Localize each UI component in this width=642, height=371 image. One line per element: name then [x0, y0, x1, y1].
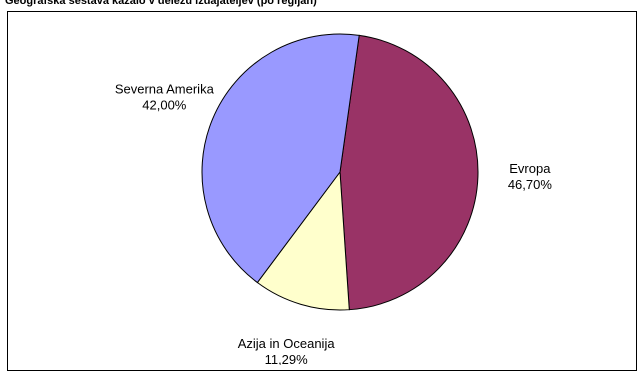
- slice-label-name: Severna Amerika: [115, 82, 215, 97]
- pie-slices: [201, 33, 479, 311]
- chart-title: Geografska sestava kazalo v deležu izdaj…: [5, 0, 317, 7]
- slice-label-value: 11,29%: [265, 352, 309, 365]
- slice-label-value: 42,00%: [142, 98, 187, 113]
- pie-slice-evropa: [339, 34, 479, 311]
- slice-label-value: 46,70%: [508, 177, 553, 192]
- pie-slice-severna-amerika: [201, 33, 360, 284]
- slice-label-name: Evropa: [509, 161, 551, 176]
- pie-slice-azija-in-oceanija: [256, 170, 350, 311]
- slice-label-name: Azija in Oceanija: [238, 336, 336, 351]
